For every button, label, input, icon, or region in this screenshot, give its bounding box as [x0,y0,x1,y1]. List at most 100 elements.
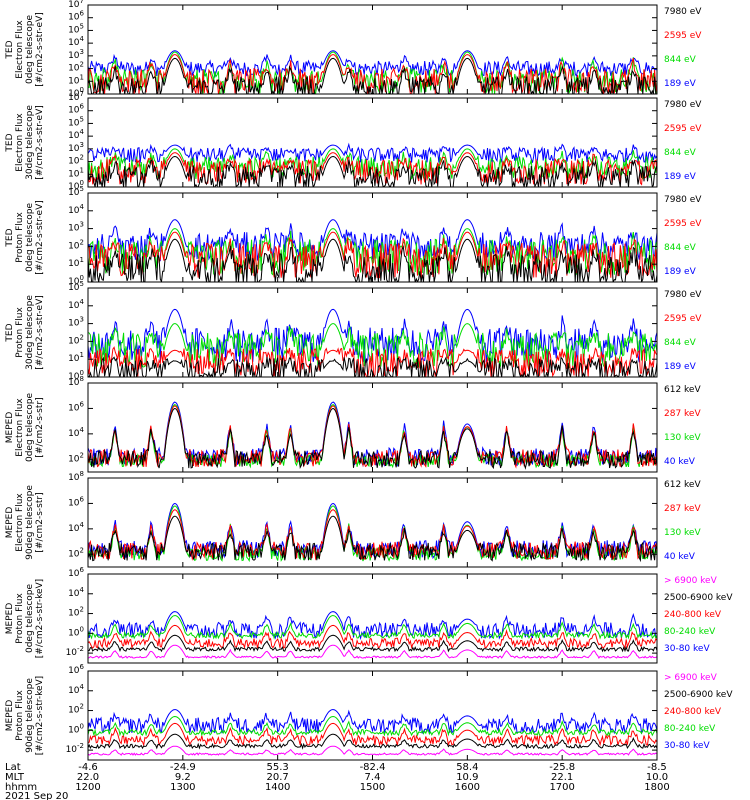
y-tick-label: 103 [68,48,84,61]
x-tick-label-lat: 58.4 [456,762,478,773]
y-tick-label: 101 [68,256,84,269]
legend-entry: 30-80 keV [664,741,710,751]
series-line [88,515,657,563]
x-tick-label-mlt: 10.0 [646,772,668,783]
x-tick-label-lat: -4.6 [78,762,98,773]
series-line [88,611,657,641]
series-line [88,142,657,164]
y-axis-label: TEDElectron Flux0deg telescope[#/cm2-s-s… [5,12,45,87]
y-tick-label: 105 [68,22,84,35]
series-group [88,219,657,282]
x-tick-label-hhmm: 1700 [549,782,574,793]
series-group [88,50,657,94]
x-tick-label-lat: -24.9 [170,762,196,773]
legend-entry: > 6900 keV [664,576,718,586]
legend-entry: > 6900 keV [664,673,718,683]
y-tick-label: 101 [68,166,84,179]
series-line [88,709,657,735]
y-axis-label: MEPEDProton Flux0deg telescope[#/cm2-s-s… [5,579,45,658]
legend-entry: 240-800 keV [664,610,722,620]
series-group [88,611,657,659]
y-tick-label: 105 [68,115,84,128]
legend-entry: 612 keV [664,480,701,490]
x-tick-label-mlt: 22.1 [551,772,573,783]
series-line [88,346,657,377]
legend-entry: 7980 eV [664,100,702,110]
y-tick-label: 103 [68,141,84,154]
series-group [88,142,657,187]
series-line [88,733,657,750]
y-tick-label: 106 [68,566,84,579]
series-line [88,644,657,659]
y-tick-label: 104 [68,35,84,48]
row-label-lat: Lat [5,762,21,773]
y-tick-label: 107 [68,0,84,10]
y-tick-label: 104 [68,683,84,696]
series-line [88,745,657,756]
y-tick-label: 100 [68,722,84,735]
legend-entry: 40 keV [664,552,696,562]
y-tick-label: 102 [68,238,84,251]
series-group [88,401,657,470]
y-tick-label: 104 [68,203,84,216]
series-line [88,152,657,186]
x-tick-label-mlt: 7.4 [365,772,381,783]
y-tick-label: 102 [68,546,84,559]
panel-8: 10-2 100 102 104 106 MEPEDProton Flux90deg te… [5,663,733,761]
legend-entry: 612 keV [664,385,701,395]
x-tick-label-hhmm: 1800 [644,782,669,793]
legend-entry: 80-240 keV [664,724,716,734]
legend-entry: 189 eV [664,362,697,372]
series-line [88,715,657,737]
y-tick-label: 104 [68,298,84,311]
y-axis-label: MEPEDElectron Flux0deg telescope[#/cm2-s… [5,393,45,463]
y-tick-label: 102 [68,703,84,716]
series-group [88,308,657,377]
x-tick-label-lat: -25.8 [549,762,575,773]
x-tick-label-hhmm: 1200 [75,782,100,793]
x-tick-label-hhmm: 1300 [170,782,195,793]
y-tick-label: 100 [68,625,84,638]
legend-entry: 40 keV [664,457,696,467]
legend-entry: 240-800 keV [664,707,722,717]
series-line [88,722,657,747]
legend-entry: 287 keV [664,504,701,514]
legend-entry: 2595 eV [664,219,702,229]
y-tick-label: 106 [68,400,84,413]
y-tick-label: 103 [68,221,84,234]
legend-entry: 80-240 keV [664,627,716,637]
legend-entry: 2595 eV [664,124,702,134]
y-tick-label: 104 [68,521,84,534]
series-line [88,54,657,94]
row-label-hhmm: hhmm [5,782,37,793]
legend-entry: 130 keV [664,528,701,538]
series-line [88,615,657,640]
legend-entry: 844 eV [664,55,697,65]
y-tick-label: 102 [68,61,84,74]
x-tick-label-hhmm: 1400 [265,782,290,793]
legend-entry: 2500-6900 keV [664,690,733,700]
y-tick-label: 106 [68,103,84,116]
legend-entry: 189 eV [664,172,697,182]
legend-entry: 844 eV [664,338,697,348]
legend-entry: 130 keV [664,433,701,443]
y-tick-label: 104 [68,586,84,599]
panel-6: 102 104 106 108 MEPEDElectron Flux90deg tele… [5,470,701,568]
x-tick-label-mlt: 10.9 [456,772,478,783]
series-line [88,50,657,78]
y-tick-label: 102 [68,154,84,167]
legend-entry: 189 eV [664,267,697,277]
plot-frame [87,287,658,378]
series-line [88,634,657,653]
legend-entry: 844 eV [664,243,697,253]
x-tick-label-lat: -8.5 [647,762,667,773]
x-tick-label-hhmm: 1500 [360,782,385,793]
y-tick-label: 106 [68,663,84,676]
series-line [88,407,657,470]
